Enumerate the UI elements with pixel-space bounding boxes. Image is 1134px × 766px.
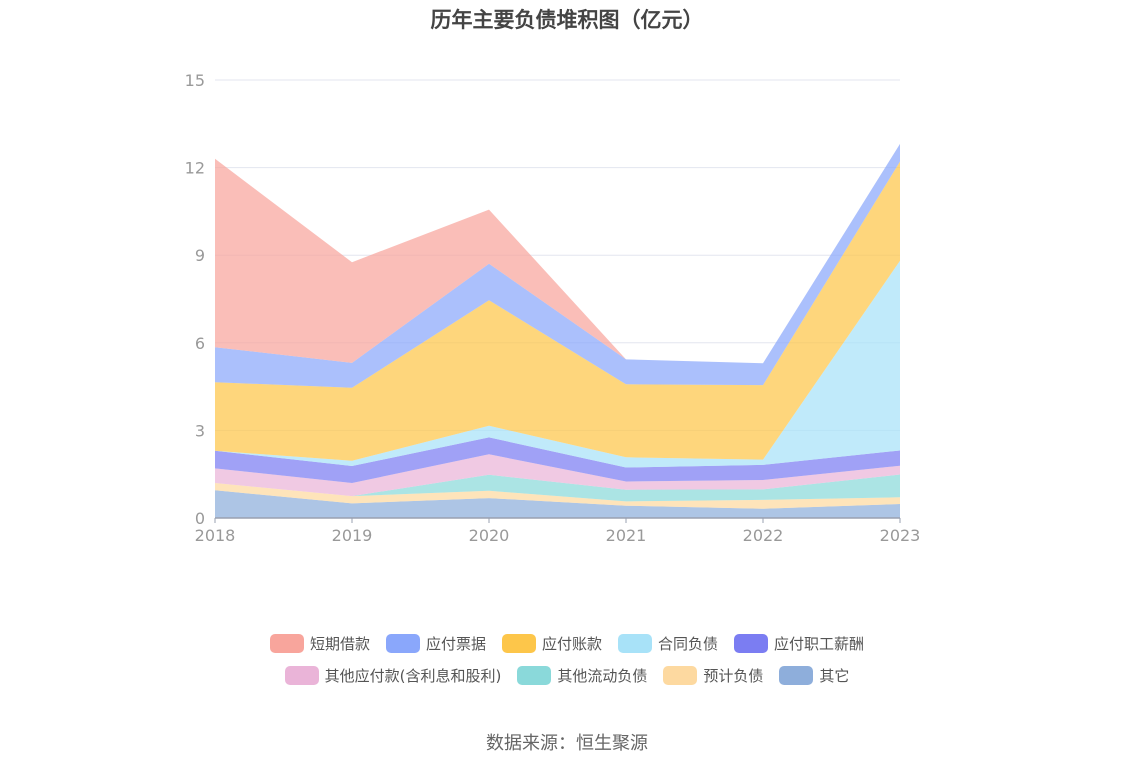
legend-swatch — [618, 634, 652, 653]
area-series-0 — [215, 490, 900, 518]
x-tick-label: 2022 — [743, 526, 784, 545]
area-series-1 — [215, 483, 900, 509]
legend-label: 预计负债 — [703, 667, 764, 685]
legend-item[interactable]: 应付票据 — [385, 633, 486, 654]
legend-item[interactable]: 预计负债 — [663, 665, 763, 686]
legend-swatch — [663, 666, 698, 685]
area-series-2 — [215, 474, 900, 502]
y-tick-label: 9 — [195, 246, 205, 265]
legend-label: 其他应付款(含利息和股利) — [324, 667, 502, 685]
legend-swatch — [501, 634, 536, 653]
legend-item[interactable]: 短期借款 — [269, 633, 370, 654]
legend-swatch — [779, 666, 814, 685]
area-series-8 — [215, 143, 900, 364]
legend-label: 应付票据 — [425, 635, 486, 653]
legend-swatch — [385, 634, 420, 653]
legend-label: 短期借款 — [309, 635, 370, 653]
legend-label: 其它 — [819, 667, 850, 685]
legend-row-2: 其他应付款(含利息和股利) 其他流动负债 预计负债 其它 — [0, 665, 1134, 686]
x-tick-label: 2020 — [469, 526, 510, 545]
legend-swatch — [269, 634, 304, 653]
legend-item[interactable]: 其它 — [779, 665, 849, 686]
legend-row-1: 短期借款 应付票据 应付账款 合同负债 应付职工薪酬 — [0, 633, 1134, 654]
y-tick-label: 3 — [195, 421, 205, 440]
x-tick-label: 2023 — [880, 526, 921, 545]
area-series-4 — [215, 437, 900, 483]
legend-item[interactable]: 合同负债 — [618, 633, 718, 654]
y-tick-label: 12 — [185, 159, 205, 178]
x-tick-label: 2018 — [195, 526, 236, 545]
area-series-6 — [215, 161, 900, 461]
x-tick-label: 2021 — [606, 526, 647, 545]
legend-swatch — [734, 634, 769, 653]
legend-item[interactable]: 其他应付款(含利息和股利) — [284, 665, 502, 686]
axes: 0 3 6 9 12 15 2018 2019 2020 2021 2022 2023 — [185, 71, 921, 545]
y-tick-label: 6 — [195, 334, 205, 353]
legend-label: 合同负债 — [658, 635, 719, 653]
chart-title: 历年主要负债堆积图（亿元） — [430, 8, 704, 32]
legend-label: 应付账款 — [541, 635, 602, 653]
stacked-areas — [215, 143, 900, 518]
legend-label: 其他流动负债 — [557, 667, 648, 685]
x-tick-label: 2019 — [332, 526, 373, 545]
y-tick-label: 15 — [185, 71, 205, 90]
source-note: 数据来源：恒生聚源 — [486, 733, 648, 754]
legend-swatch — [517, 666, 552, 685]
y-tick-label: 0 — [195, 509, 205, 528]
legend-item[interactable]: 其他流动负债 — [517, 665, 647, 686]
area-series-3 — [215, 454, 900, 497]
legend-item[interactable]: 应付职工薪酬 — [734, 633, 864, 654]
legend-label: 应付职工薪酬 — [774, 635, 865, 653]
area-series-7 — [215, 143, 900, 388]
legend-swatch — [284, 666, 319, 685]
area-series-5 — [215, 260, 900, 468]
legend-item[interactable]: 应付账款 — [501, 633, 602, 654]
